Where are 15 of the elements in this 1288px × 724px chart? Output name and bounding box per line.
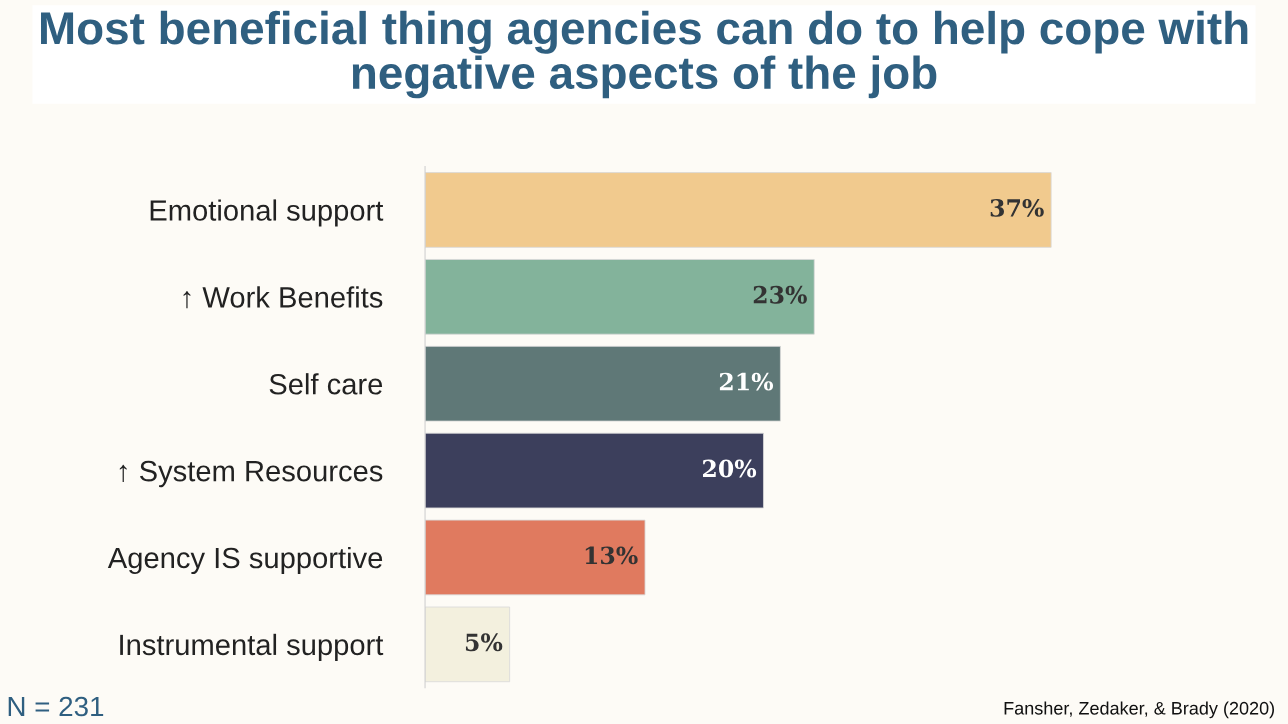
data-label: 20% [703,459,757,478]
chart-title: Most beneficial thing agencies can do to help cope with negative aspects of the job [41,10,1248,99]
y-tick-label: Self care [269,373,383,395]
y-tick-label: Instrumental support [120,633,384,661]
y-tick-label: Agency IS supportive [107,546,383,575]
text: N = 231 [8,696,104,717]
data-label: 21% [719,372,774,391]
y-tick-label: ↑ System Resources [119,460,383,488]
data-label: 5% [465,633,503,652]
data-label: 23% [753,285,807,304]
data-label: 37% [990,198,1044,217]
text: Fansher, Zedaker, & Brady (2020) [1004,701,1275,719]
data-label: 13% [585,546,638,565]
y-tick-label: ↑ Work Benefits [183,286,383,309]
y-tick-label: Emotional support [150,199,384,227]
